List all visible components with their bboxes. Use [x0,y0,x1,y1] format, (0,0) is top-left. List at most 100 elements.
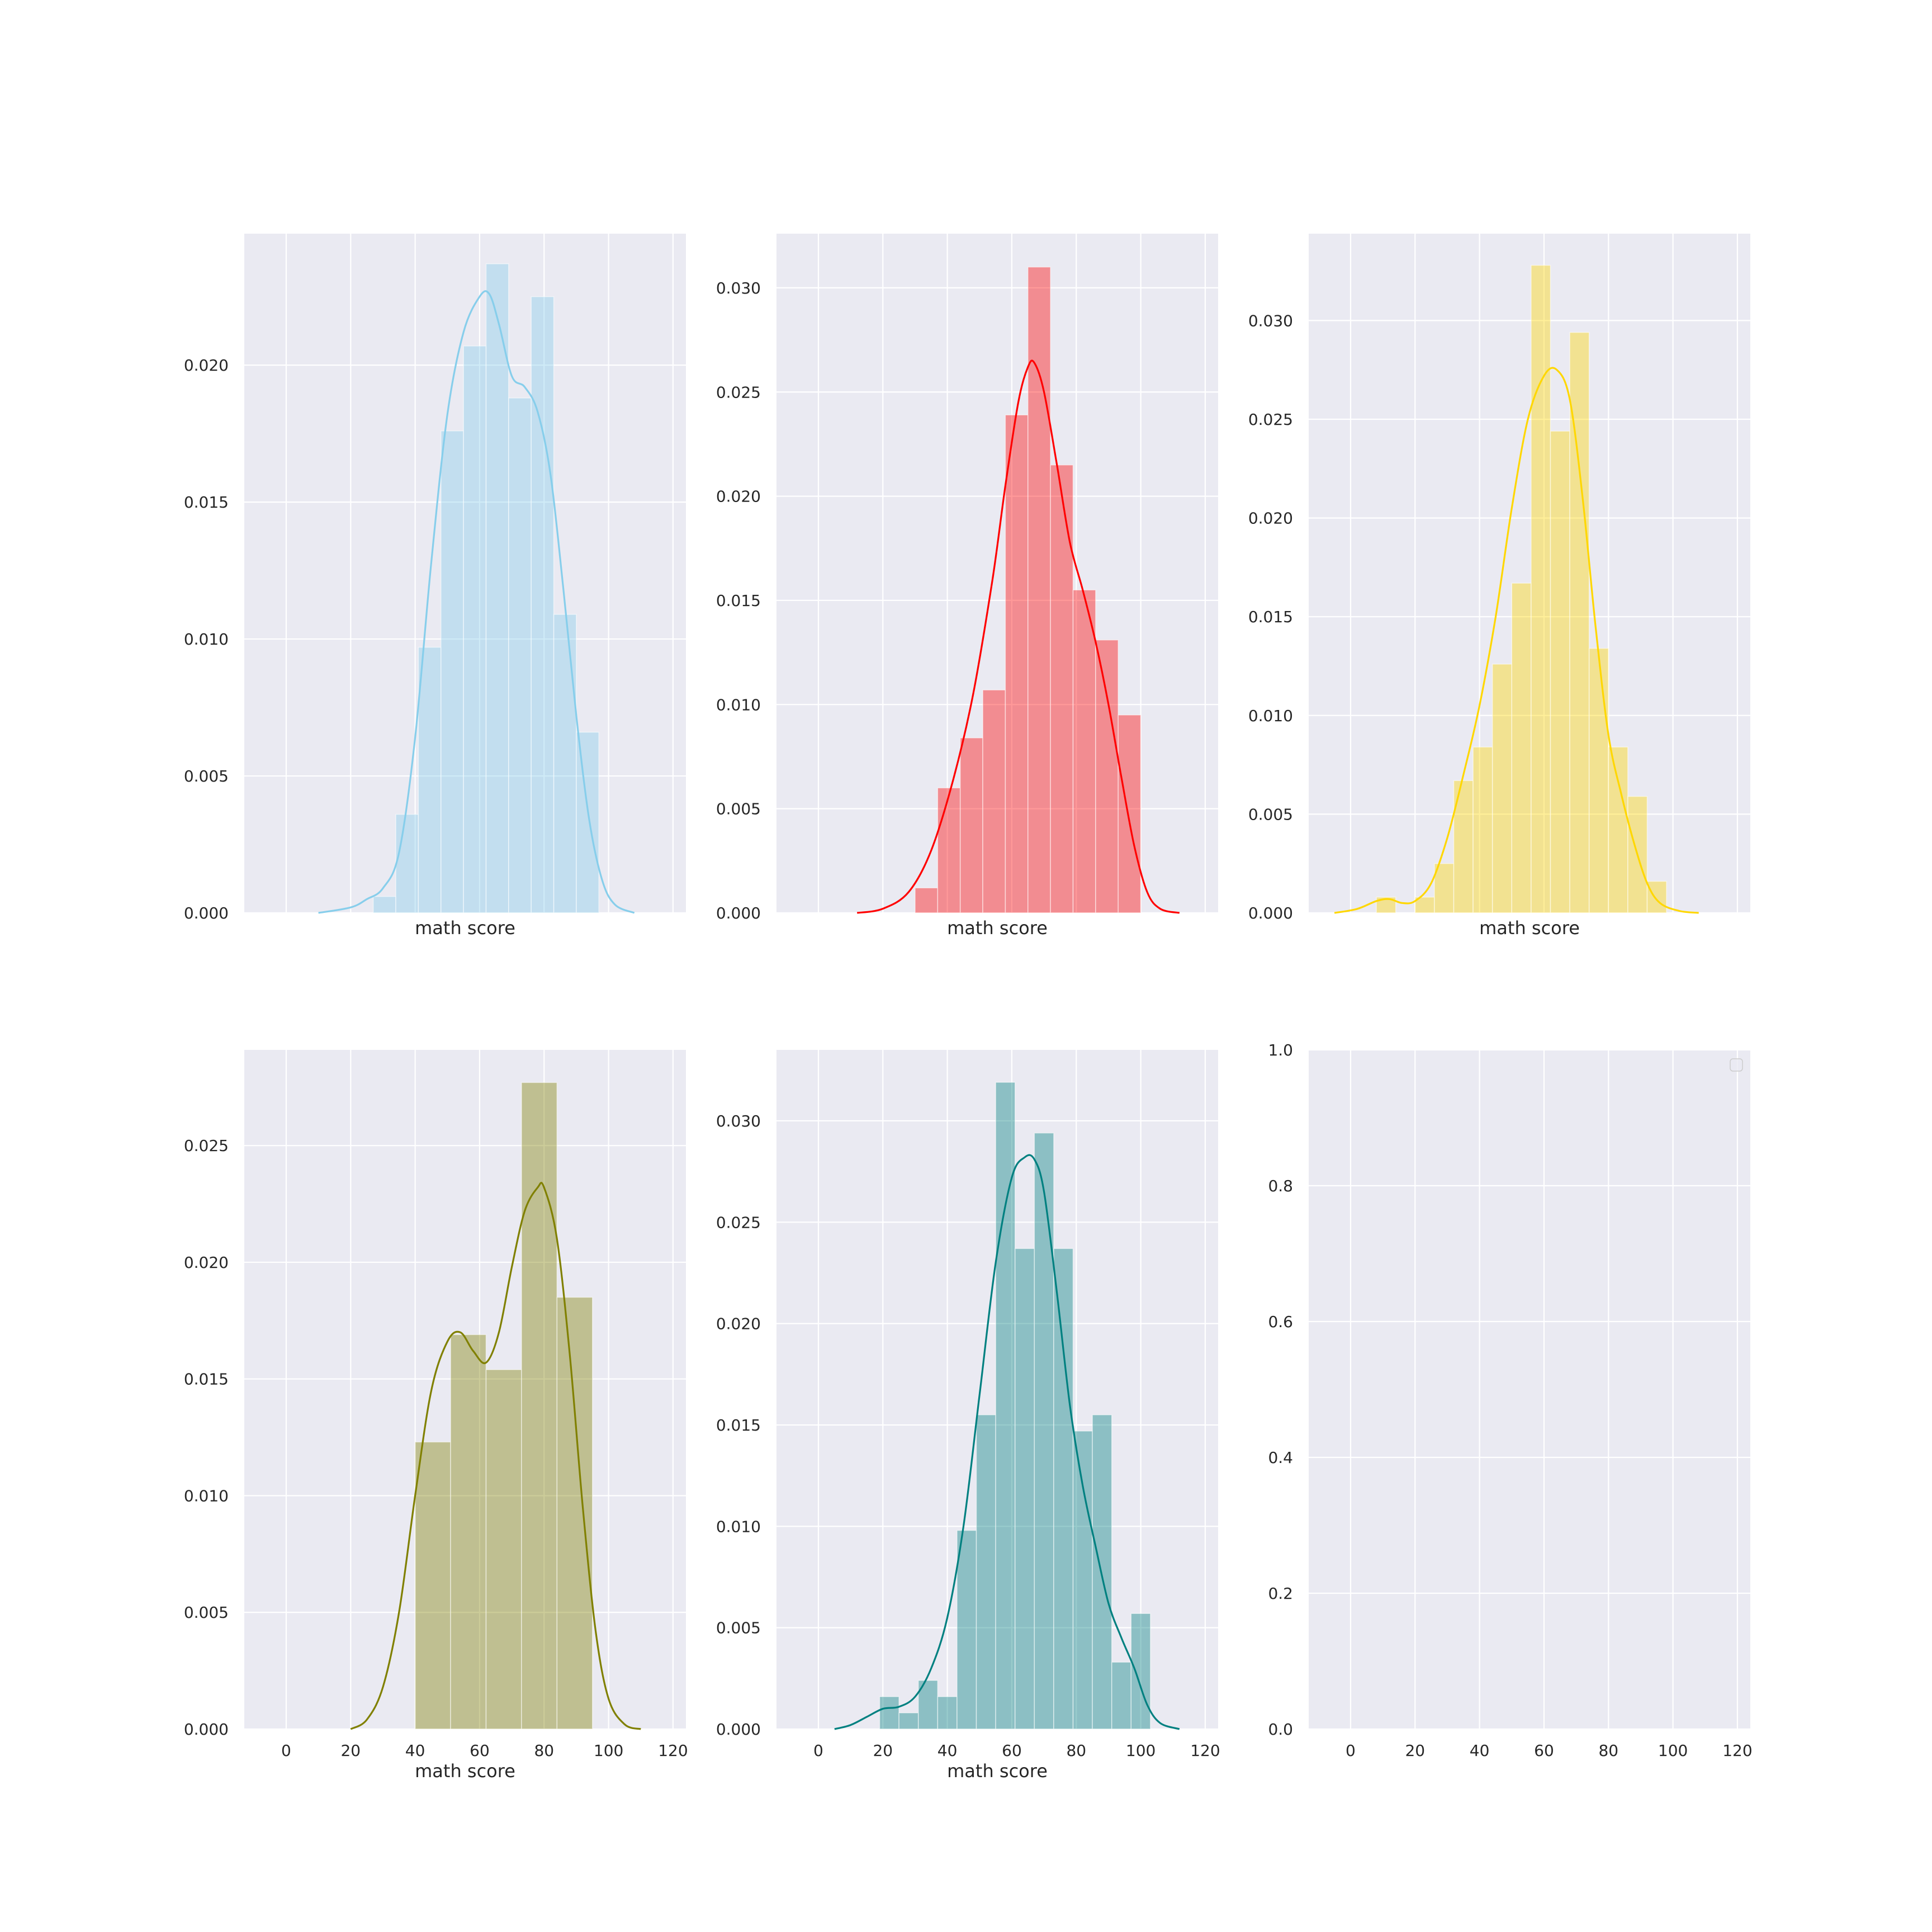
y-tick-label: 0.025 [184,1137,229,1155]
panel-top-middle: 0.000 0.005 0.010 0.015 0.020 0.025 0.030 math … [716,234,1218,939]
y-tick-label: 0.2 [1268,1584,1293,1603]
y-tick-label: 0.000 [1248,904,1293,922]
y-tick-label: 0.005 [716,1619,761,1637]
y-tick-label: 0.020 [1248,509,1293,528]
histogram-bar [556,1296,593,1730]
y-tick-label: 0.030 [1248,311,1293,330]
histogram-bar [450,1334,487,1730]
histogram-bar [508,397,532,913]
histogram-bar [956,1530,977,1730]
kde-line [350,1182,641,1730]
y-tick-label: 0.025 [716,383,761,401]
y-tick-label: 0.010 [184,1486,229,1505]
x-tick-label: 120 [1190,1741,1220,1760]
x-axis-label: math score [415,1760,515,1782]
histogram-bar [485,263,509,913]
y-tick-label: 0.0 [1268,1720,1293,1739]
histogram-bar [1014,1248,1035,1730]
axes-background [244,234,686,913]
x-tick-label: 120 [658,1741,688,1760]
histogram-bar [898,1712,919,1730]
histogram-bar [414,1441,451,1730]
y-tick-label: 0.6 [1268,1313,1293,1331]
y-tick-label: 0.010 [716,695,761,714]
histogram-bar [553,614,577,913]
x-tick-label: 0 [1346,1741,1356,1760]
y-tick-label: 1.0 [1268,1041,1293,1059]
axes-background [1309,234,1750,913]
histogram-bar [915,887,939,913]
x-tick-label: 40 [405,1741,425,1760]
histogram-bar [1569,332,1590,913]
histogram-bar [1111,1661,1132,1730]
y-tick-label: 0.030 [716,279,761,297]
y-tick-label: 0.020 [184,1253,229,1272]
y-tick-label: 0.015 [184,493,229,512]
y-tick-label: 0.000 [184,904,229,922]
legend-box [1730,1058,1743,1072]
y-tick-label: 0.015 [1248,608,1293,626]
histogram-bar [441,430,464,913]
histogram-bar [1646,880,1667,913]
y-tick-label: 0.010 [716,1517,761,1536]
panel-top-left: 0.000 0.005 0.010 0.015 0.020 math score [184,234,686,939]
y-tick-label: 0.030 [716,1112,761,1130]
histogram-bar [1550,430,1570,913]
x-tick-label: 20 [1405,1741,1425,1760]
kde-line [834,1154,1180,1730]
histogram-bar [576,731,600,913]
y-tick-label: 0.005 [184,767,229,785]
x-tick-label: 100 [594,1741,623,1760]
x-axis-label: math score [415,917,515,939]
histogram-bar [937,1696,958,1730]
x-tick-label: 60 [1534,1741,1554,1760]
histogram-bar [418,647,442,913]
y-tick-label: 0.025 [716,1213,761,1232]
axes-background [1309,1050,1750,1729]
x-tick-label: 60 [470,1741,490,1760]
axes-background [244,1050,686,1729]
histogram-bar [1472,746,1493,913]
y-tick-label: 0.015 [184,1370,229,1389]
y-tick-label: 0.025 [1248,410,1293,429]
x-tick-label: 80 [1598,1741,1618,1760]
x-tick-label: 40 [937,1741,958,1760]
histogram-bar [976,1414,996,1730]
y-tick-label: 0.000 [716,1720,761,1739]
y-tick-label: 0.010 [1248,707,1293,725]
y-tick-label: 0.000 [716,904,761,922]
y-tick-label: 0.4 [1268,1448,1293,1467]
histogram-bar [982,689,1006,913]
histogram-bar [1531,264,1551,913]
histogram-bar [1072,1431,1093,1730]
histogram-bar [879,1696,899,1730]
axes-background [776,234,1218,913]
histogram-bar [1095,640,1119,913]
histogram-bar [1050,464,1074,913]
histogram-bar [937,787,961,913]
histogram-bar [1608,746,1628,913]
y-tick-label: 0.020 [184,356,229,375]
histogram-bar [1027,266,1051,913]
panel-bottom-right: 0.0 0.2 0.4 0.6 0.8 1.0 0 20 40 60 80 100 120 [1268,1041,1752,1760]
x-tick-label: 20 [340,1741,361,1760]
histogram-bar [1092,1414,1112,1730]
histogram-bar [995,1082,1016,1730]
histogram-bar [959,737,983,913]
x-tick-label: 80 [1066,1741,1086,1760]
kde-line [1334,367,1699,914]
histogram-bar [1627,795,1648,913]
histogram-bar [1588,647,1609,913]
histogram-bar [1130,1613,1151,1730]
y-tick-label: 0.000 [184,1720,229,1739]
x-tick-label: 20 [873,1741,893,1760]
x-tick-label: 0 [813,1741,823,1760]
x-tick-label: 40 [1470,1741,1490,1760]
axes-background [776,1050,1218,1729]
x-tick-label: 120 [1722,1741,1752,1760]
x-tick-label: 100 [1126,1741,1156,1760]
histogram-bar [395,813,419,913]
x-axis-label: math score [947,917,1048,939]
histogram-bar [531,296,555,913]
